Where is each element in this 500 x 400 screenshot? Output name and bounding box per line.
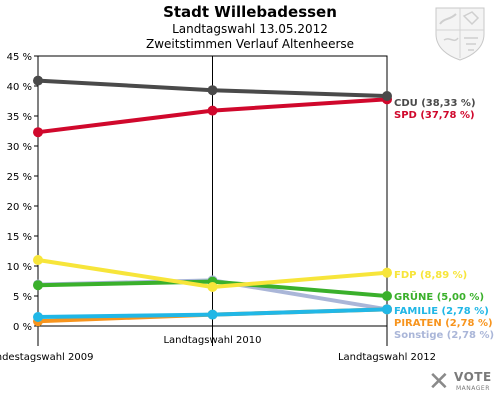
y-tick-label: 45 %	[7, 52, 32, 63]
x-tick-label: Bundestagswahl 2009	[0, 352, 93, 363]
y-tick-label: 35 %	[7, 112, 32, 123]
series-label-fdp: FDP (8,89 %)	[394, 270, 467, 281]
data-point-fdp	[382, 267, 392, 278]
data-point-fdp	[207, 282, 218, 292]
x-tick-label: Landtagswahl 2012	[338, 352, 436, 363]
state-coat-of-arms-icon	[432, 4, 488, 62]
y-tick-label: 20 %	[7, 202, 32, 213]
data-point-spd	[207, 105, 218, 116]
logo-text-manager: MANAGER	[456, 385, 490, 392]
chart-subtitle-election: Landtagswahl 13.05.2012	[172, 22, 328, 36]
data-point-grüne	[33, 280, 43, 291]
y-tick-label: 0 %	[13, 322, 32, 333]
vote-manager-logo: ✕ VOTE MANAGER	[428, 368, 500, 398]
data-point-cdu	[207, 85, 218, 96]
series-label-spd: SPD (37,78 %)	[394, 110, 475, 121]
y-tick-label: 15 %	[7, 232, 32, 243]
data-point-familie	[207, 309, 218, 320]
chart-subtitle-district: Zweitstimmen Verlauf Altenheerse	[145, 37, 355, 51]
y-tick-label: 25 %	[7, 172, 32, 183]
data-point-fdp	[33, 255, 43, 265]
series-label-cdu: CDU (38,33 %)	[394, 98, 476, 109]
data-point-familie	[382, 304, 392, 315]
data-point-cdu	[382, 91, 392, 102]
series-label-sonstige: Sonstige (2,78 %)	[394, 330, 494, 341]
logo-text-vote: VOTE	[454, 370, 492, 384]
x-tick-label: Landtagswahl 2010	[163, 335, 261, 346]
y-tick-label: 5 %	[13, 292, 32, 303]
series-label-piraten: PIRATEN (2,78 %)	[394, 318, 493, 329]
series-label-familie: FAMILIE (2,78 %)	[394, 306, 489, 317]
data-point-familie	[33, 312, 43, 322]
data-point-cdu	[33, 75, 43, 86]
y-tick-label: 40 %	[7, 82, 32, 93]
y-tick-label: 10 %	[7, 262, 32, 273]
y-tick-label: 30 %	[7, 142, 32, 153]
series-label-grüne: GRÜNE (5,00 %)	[394, 289, 484, 303]
data-point-grüne	[382, 291, 392, 301]
data-point-spd	[33, 127, 43, 138]
logo-mark-icon: ✕	[428, 367, 450, 397]
chart-title: Stadt Willebadessen	[163, 3, 337, 21]
